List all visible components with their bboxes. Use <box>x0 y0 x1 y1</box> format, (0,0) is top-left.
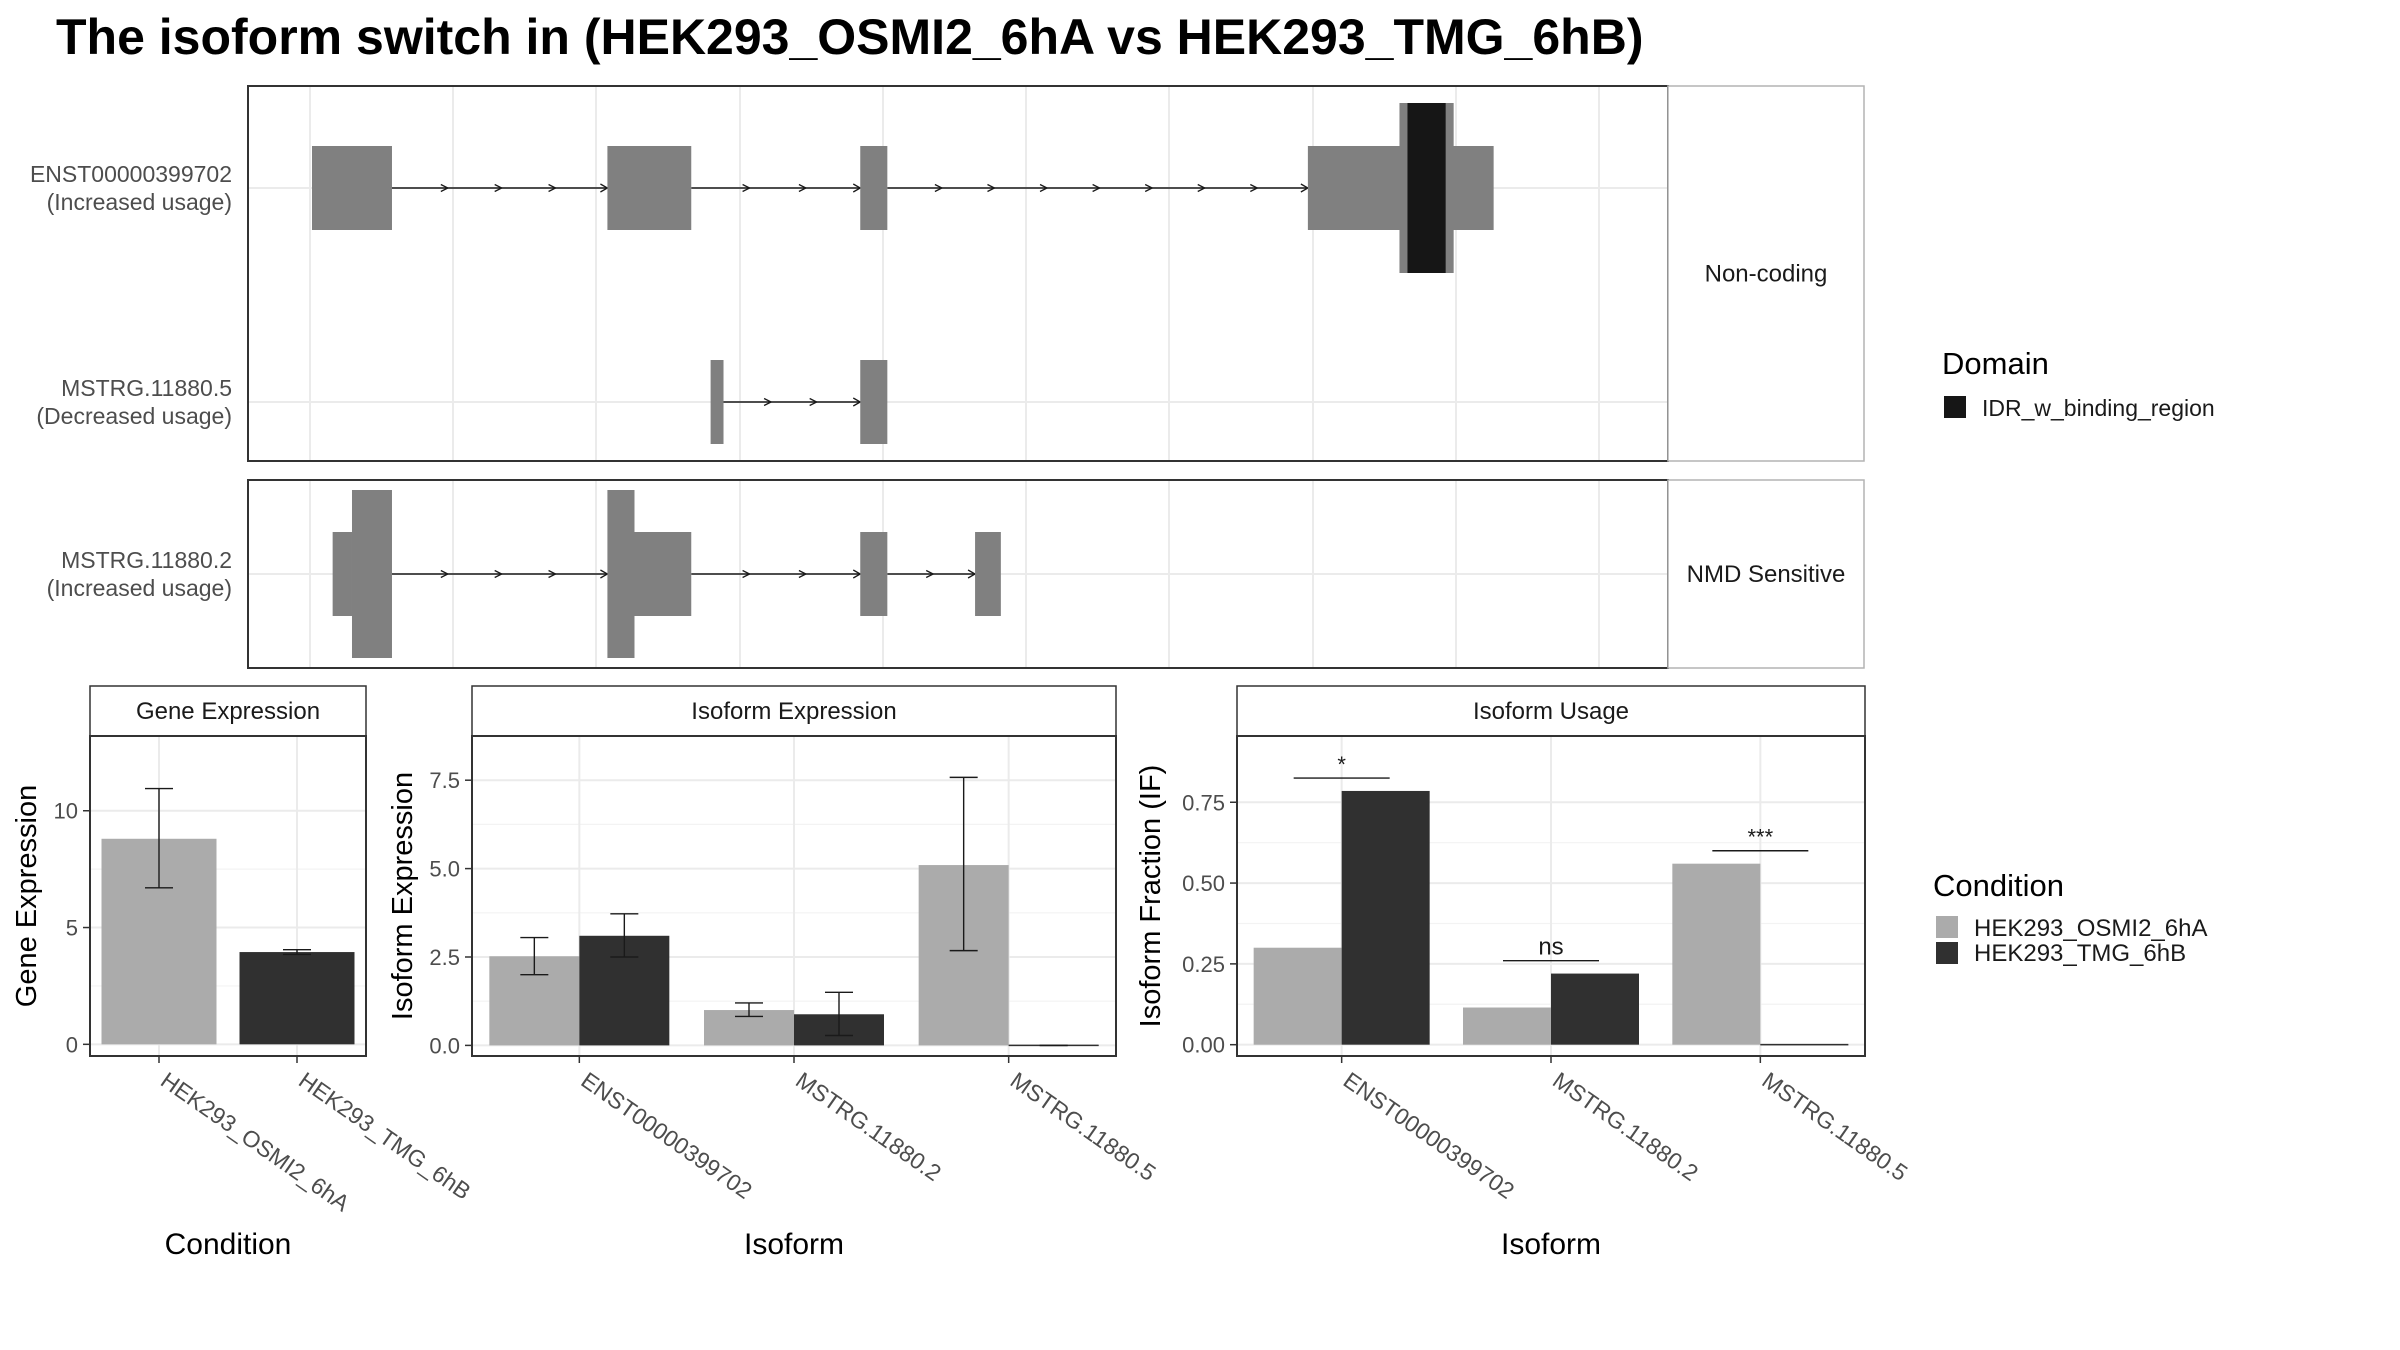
condition-legend-label: HEK293_OSMI2_6hA <box>1974 915 2207 942</box>
x-tick-label: ENST00000399702 <box>576 1067 756 1204</box>
group-label: NMD Sensitive <box>1687 561 1846 588</box>
plot-border <box>89 735 367 1057</box>
y-axis-title: Isoform Expression <box>387 772 419 1020</box>
y-axis-title: Gene Expression <box>11 785 43 1007</box>
y-tick-label: 10 <box>54 799 78 824</box>
coding-exon <box>607 490 635 658</box>
intron-arrow <box>1039 183 1049 193</box>
y-tick-label: 0.50 <box>1182 871 1225 896</box>
y-tick-label: 0 <box>66 1032 78 1057</box>
x-tick-label: MSTRG.11880.5 <box>1006 1067 1161 1186</box>
coding-exon <box>351 490 392 658</box>
x-axis-title: Isoform <box>1501 1228 1601 1261</box>
facet-strip-label: Isoform Usage <box>1473 698 1629 725</box>
intron-arrow <box>440 569 450 579</box>
condition-legend-title: Condition <box>1933 868 2064 903</box>
intron-arrow <box>934 183 944 193</box>
condition-legend-label: HEK293_TMG_6hB <box>1974 940 2186 967</box>
domain-IDR_w_binding_region <box>1407 103 1446 273</box>
y-tick-label: 0.00 <box>1182 1033 1225 1058</box>
utr-exon <box>332 532 352 616</box>
bar <box>1463 1007 1551 1045</box>
intron-arrow <box>925 569 935 579</box>
isoform-label: MSTRG.11880.2 (Increased usage) <box>47 547 232 601</box>
intron-arrow <box>494 569 504 579</box>
x-tick-label: MSTRG.11880.2 <box>1548 1067 1703 1186</box>
intron-arrow <box>798 183 808 193</box>
isoform-label: MSTRG.11880.5 (Decreased usage) <box>36 375 232 429</box>
intron-arrow <box>548 183 558 193</box>
y-tick-label: 7.5 <box>429 768 460 793</box>
y-tick-label: 0.25 <box>1182 952 1225 977</box>
group-label: Non-coding <box>1705 261 1828 288</box>
noncoding-exon <box>975 532 1001 616</box>
y-tick-label: 0.0 <box>429 1033 460 1058</box>
noncoding-exon <box>710 360 724 444</box>
noncoding-exon <box>860 532 888 616</box>
x-axis-title: Isoform <box>744 1228 844 1261</box>
y-tick-label: 2.5 <box>429 945 460 970</box>
domain-legend-label: IDR_w_binding_region <box>1982 395 2215 421</box>
noncoding-exon <box>312 146 392 230</box>
bar <box>1253 947 1342 1045</box>
facet-strip-label: Gene Expression <box>136 698 320 725</box>
intron-arrow <box>987 183 996 193</box>
group-strip <box>1667 85 1865 462</box>
x-tick-label: MSTRG.11880.2 <box>791 1067 946 1186</box>
bar <box>1551 973 1639 1045</box>
utr-exon <box>634 532 692 616</box>
x-tick-label: MSTRG.11880.5 <box>1757 1067 1912 1186</box>
x-tick-label: ENST00000399702 <box>1339 1067 1519 1204</box>
y-tick-label: 5.0 <box>429 857 460 882</box>
intron-arrow <box>1092 183 1102 193</box>
significance-label: * <box>1337 752 1346 777</box>
intron-arrow <box>494 183 504 193</box>
bar <box>1672 863 1761 1045</box>
intron-arrow <box>798 569 808 579</box>
intron-arrow <box>763 397 773 407</box>
bar <box>239 952 355 1045</box>
intron-arrow <box>440 183 450 193</box>
condition-legend-key <box>1936 916 1958 938</box>
bar <box>1341 790 1430 1045</box>
noncoding-exon <box>607 146 692 230</box>
domain-legend-title: Domain <box>1942 346 2049 381</box>
y-tick-label: 0.75 <box>1182 790 1225 815</box>
intron-arrow <box>548 569 558 579</box>
x-axis-title: Condition <box>165 1228 292 1261</box>
isoform-label: ENST00000399702 (Increased usage) <box>30 161 232 215</box>
significance-label: ns <box>1538 934 1563 961</box>
intron-arrow <box>742 569 752 579</box>
noncoding-exon <box>860 146 888 230</box>
condition-legend-key <box>1936 942 1958 964</box>
facet-strip-label: Isoform Expression <box>691 698 896 725</box>
intron-arrow <box>1197 183 1207 193</box>
noncoding-exon <box>860 360 888 444</box>
intron-arrow <box>1250 183 1259 193</box>
y-tick-label: 5 <box>66 916 78 941</box>
intron-arrow <box>809 397 819 407</box>
y-axis-title: Isoform Fraction (IF) <box>1135 765 1167 1028</box>
domain-legend-key <box>1944 396 1966 418</box>
intron-arrow <box>1144 183 1154 193</box>
intron-arrow <box>742 183 752 193</box>
group-strip <box>1667 479 1865 669</box>
significance-label: *** <box>1747 825 1773 850</box>
figure-title: The isoform switch in (HEK293_OSMI2_6hA … <box>56 9 1644 65</box>
